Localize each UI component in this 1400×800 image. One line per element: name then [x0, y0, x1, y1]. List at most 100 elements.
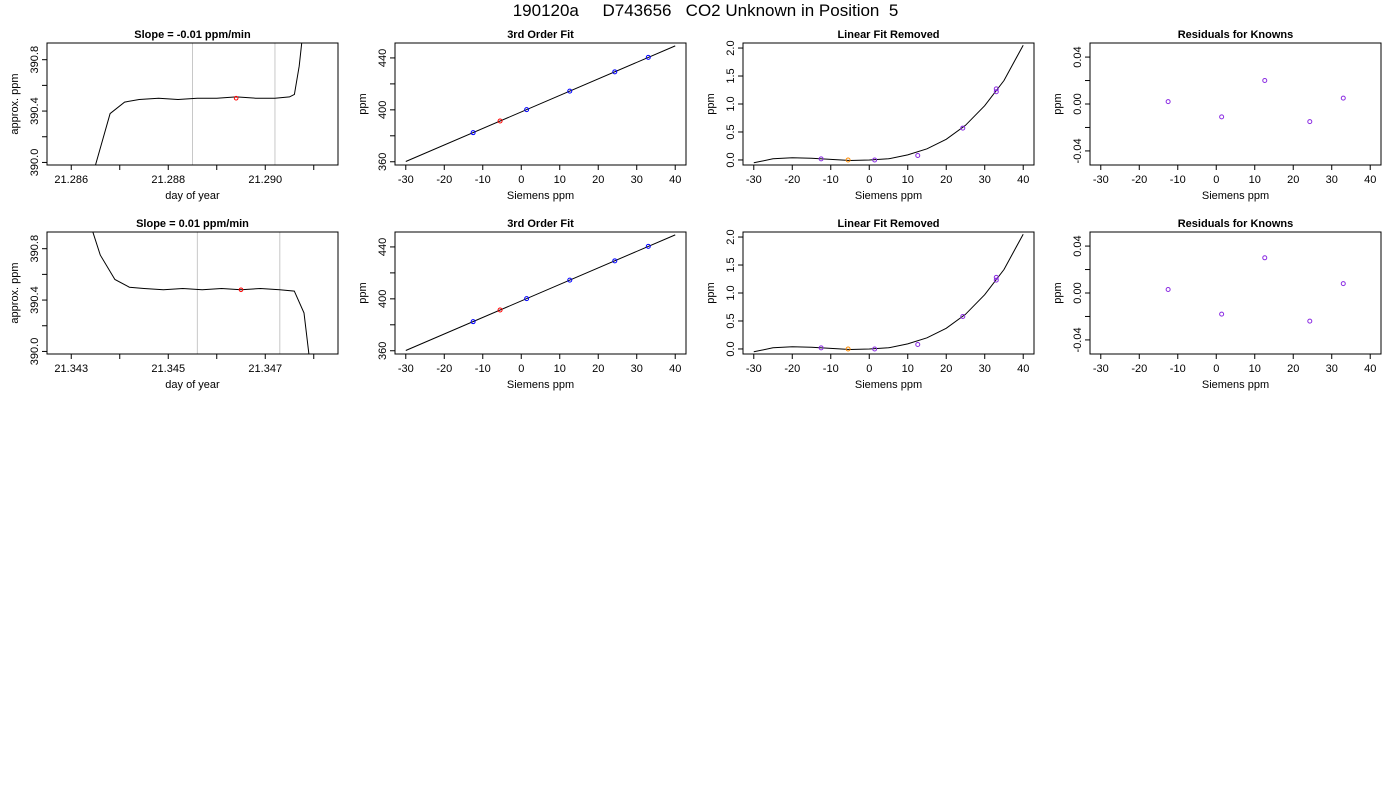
- data-point: [497, 307, 503, 313]
- y-tick-label: 0.0: [725, 152, 737, 167]
- chart-panel-5: Slope = 0.01 ppm/min 21.343 21.345 21.347 39…: [9, 218, 339, 391]
- y-tick-label: 0.00: [1072, 282, 1084, 303]
- y-tick-label: 390.8: [29, 235, 41, 263]
- data-point: [1307, 119, 1313, 125]
- data-point: [1219, 114, 1225, 120]
- plot-frame: [1089, 42, 1382, 166]
- data-point: [470, 319, 476, 325]
- x-axis-label: Siemens ppm: [855, 190, 922, 202]
- x-tick-label: 20: [940, 363, 952, 375]
- y-tick-label: 390.8: [29, 46, 41, 74]
- x-tick-label: -30: [398, 174, 414, 186]
- data-point: [612, 69, 618, 75]
- x-tick-label: -30: [398, 363, 414, 375]
- data-point: [1340, 95, 1346, 101]
- chart-panel-8: Residuals for Knowns -30 -20 -10 0 10 20 30 40 -0…: [1052, 218, 1382, 391]
- data-point: [1165, 99, 1171, 105]
- y-axis-label: ppm: [1052, 282, 1064, 303]
- x-tick-label: -10: [1170, 174, 1186, 186]
- y-tick-label: 400: [377, 290, 389, 308]
- x-tick-label: 30: [979, 174, 991, 186]
- y-tick-label: 390.0: [29, 338, 41, 366]
- plot-frame: [394, 231, 687, 355]
- x-tick-label: 40: [1017, 174, 1029, 186]
- x-tick-label: 40: [1364, 174, 1376, 186]
- data-point: [645, 54, 651, 60]
- x-tick-label: 21.345: [151, 363, 185, 375]
- x-axis-label: Siemens ppm: [855, 379, 922, 391]
- data-point: [524, 296, 530, 302]
- data-point: [993, 86, 999, 92]
- x-tick-label: -20: [1131, 174, 1147, 186]
- plot-frame: [742, 231, 1035, 355]
- y-axis-label: ppm: [705, 282, 717, 303]
- y-tick-label: 360: [377, 153, 389, 171]
- x-tick-label: 30: [631, 363, 643, 375]
- data-point: [845, 346, 851, 352]
- y-axis-label: ppm: [705, 93, 717, 114]
- chart-panel-6: 3rd Order Fit -30 -20 -10 0 10 20 30 40 360 400 440…: [357, 218, 687, 391]
- chart-title: Slope = 0.01 ppm/min: [136, 218, 249, 230]
- x-tick-label: 21.288: [151, 174, 185, 186]
- x-tick-label: 30: [1326, 174, 1338, 186]
- chart-title: Residuals for Knowns: [1178, 29, 1294, 41]
- x-axis-label: day of year: [165, 190, 220, 202]
- x-tick-label: -20: [436, 174, 452, 186]
- chart-title: Linear Fit Removed: [837, 218, 939, 230]
- page-title: 190120a D743656 CO2 Unknown in Position …: [512, 1, 899, 20]
- x-tick-label: 21.343: [54, 363, 88, 375]
- data-point: [1165, 286, 1171, 292]
- x-tick-label: 30: [631, 174, 643, 186]
- data-point: [497, 118, 503, 124]
- x-tick-label: -30: [1093, 363, 1109, 375]
- data-point: [1262, 255, 1268, 261]
- y-tick-label: 2.0: [725, 40, 737, 55]
- data-point: [872, 346, 878, 352]
- x-tick-label: 40: [669, 363, 681, 375]
- x-tick-label: 40: [1017, 363, 1029, 375]
- x-tick-label: 10: [902, 174, 914, 186]
- x-tick-label: 20: [592, 174, 604, 186]
- y-tick-label: 390.4: [29, 286, 41, 314]
- data-point: [1307, 318, 1313, 324]
- y-tick-label: 440: [377, 49, 389, 67]
- y-tick-label: 390.4: [29, 97, 41, 125]
- fit-line: [405, 45, 676, 162]
- x-tick-label: -10: [475, 363, 491, 375]
- x-axis-label: Siemens ppm: [1202, 190, 1269, 202]
- x-axis-label: day of year: [165, 379, 220, 391]
- chart-title: Residuals for Knowns: [1178, 218, 1294, 230]
- concentration-trace: [92, 232, 310, 354]
- chart-title: 3rd Order Fit: [507, 218, 574, 230]
- x-tick-label: 10: [554, 174, 566, 186]
- x-tick-label: 21.347: [248, 363, 282, 375]
- data-point: [818, 156, 824, 162]
- data-point: [1340, 281, 1346, 287]
- data-point: [567, 277, 573, 283]
- x-tick-label: -30: [1093, 174, 1109, 186]
- x-tick-label: 20: [1287, 174, 1299, 186]
- y-tick-label: 360: [377, 342, 389, 360]
- y-tick-label: 0.5: [725, 313, 737, 328]
- x-axis-label: Siemens ppm: [1202, 379, 1269, 391]
- plot-frame: [46, 231, 339, 355]
- fit-curve: [753, 44, 1024, 164]
- x-tick-label: -10: [823, 174, 839, 186]
- x-tick-label: 10: [554, 363, 566, 375]
- data-point: [915, 341, 921, 347]
- chart-title: Linear Fit Removed: [837, 29, 939, 41]
- y-axis-label: approx. ppm: [9, 262, 21, 323]
- data-point: [567, 88, 573, 94]
- data-point: [993, 89, 999, 95]
- data-point: [1219, 311, 1225, 317]
- x-tick-label: 10: [1249, 363, 1261, 375]
- x-tick-label: 0: [518, 363, 524, 375]
- data-point: [845, 157, 851, 163]
- x-tick-label: 10: [902, 363, 914, 375]
- sample-point: [238, 287, 244, 293]
- fit-curve: [753, 233, 1024, 353]
- y-tick-label: 1.0: [725, 285, 737, 300]
- data-point: [818, 345, 824, 351]
- data-point: [960, 314, 966, 320]
- chart-panel-7: Linear Fit Removed -30 -20 -10 0 10 20 30 40 0.0 0…: [705, 218, 1035, 391]
